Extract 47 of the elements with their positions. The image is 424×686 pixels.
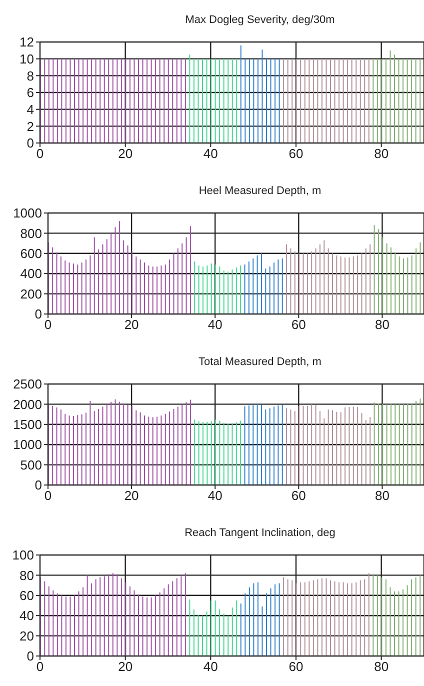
y-tick-label: 2000 bbox=[13, 396, 42, 412]
chart-title: Total Measured Depth, m bbox=[198, 356, 322, 368]
x-tick-label: 40 bbox=[208, 488, 222, 504]
x-tick-label: 80 bbox=[374, 488, 390, 504]
y-tick-label: 10 bbox=[20, 51, 34, 66]
y-tick-label: 0 bbox=[26, 648, 34, 664]
x-tick-label: 60 bbox=[291, 488, 306, 504]
y-tick-label: 400 bbox=[20, 266, 42, 282]
y-tick-label: 600 bbox=[20, 246, 42, 262]
y-tick-label: 0 bbox=[34, 478, 42, 493]
y-tick-label: 100 bbox=[12, 548, 34, 563]
x-tick-label: 20 bbox=[124, 488, 139, 504]
x-tick-label: 40 bbox=[203, 659, 218, 674]
x-tick-label: 20 bbox=[118, 146, 133, 162]
y-tick-label: 2 bbox=[26, 118, 34, 134]
x-tick-label: 20 bbox=[118, 659, 133, 674]
y-tick-label: 1000 bbox=[13, 437, 42, 452]
x-tick-label: 80 bbox=[374, 659, 389, 674]
x-tick-label: 60 bbox=[288, 146, 304, 162]
chart-title: Heel Measured Depth, m bbox=[198, 185, 322, 197]
y-tick-label: 500 bbox=[20, 457, 42, 472]
chart-title: Max Dogleg Severity, deg/30m bbox=[184, 14, 336, 26]
x-tick-label: 60 bbox=[288, 659, 304, 674]
x-tick-label: 20 bbox=[124, 317, 139, 332]
y-tick-label: 800 bbox=[20, 226, 42, 241]
y-tick-label: 12 bbox=[20, 34, 34, 50]
y-tick-label: 1000 bbox=[13, 206, 42, 221]
y-tick-label: 60 bbox=[20, 588, 34, 604]
x-tick-label: 40 bbox=[203, 146, 218, 162]
y-tick-label: 0 bbox=[34, 306, 42, 322]
y-tick-label: 40 bbox=[20, 608, 34, 624]
y-tick-label: 1500 bbox=[13, 417, 42, 432]
y-tick-label: 20 bbox=[20, 628, 34, 644]
y-tick-label: 200 bbox=[20, 286, 42, 302]
y-tick-label: 8 bbox=[26, 68, 34, 84]
y-tick-label: 6 bbox=[26, 85, 34, 100]
x-tick-label: 0 bbox=[44, 317, 52, 332]
x-tick-label: 60 bbox=[291, 317, 306, 332]
y-tick-label: 4 bbox=[26, 102, 34, 117]
chart-title: Reach Tangent Inclination, deg bbox=[184, 527, 336, 539]
y-tick-label: 0 bbox=[26, 136, 34, 151]
y-tick-label: 80 bbox=[20, 568, 34, 583]
x-tick-label: 0 bbox=[44, 488, 52, 504]
x-tick-label: 80 bbox=[374, 146, 389, 162]
y-tick-label: 2500 bbox=[13, 376, 42, 392]
x-tick-label: 40 bbox=[208, 317, 222, 332]
x-tick-label: 80 bbox=[374, 317, 390, 332]
